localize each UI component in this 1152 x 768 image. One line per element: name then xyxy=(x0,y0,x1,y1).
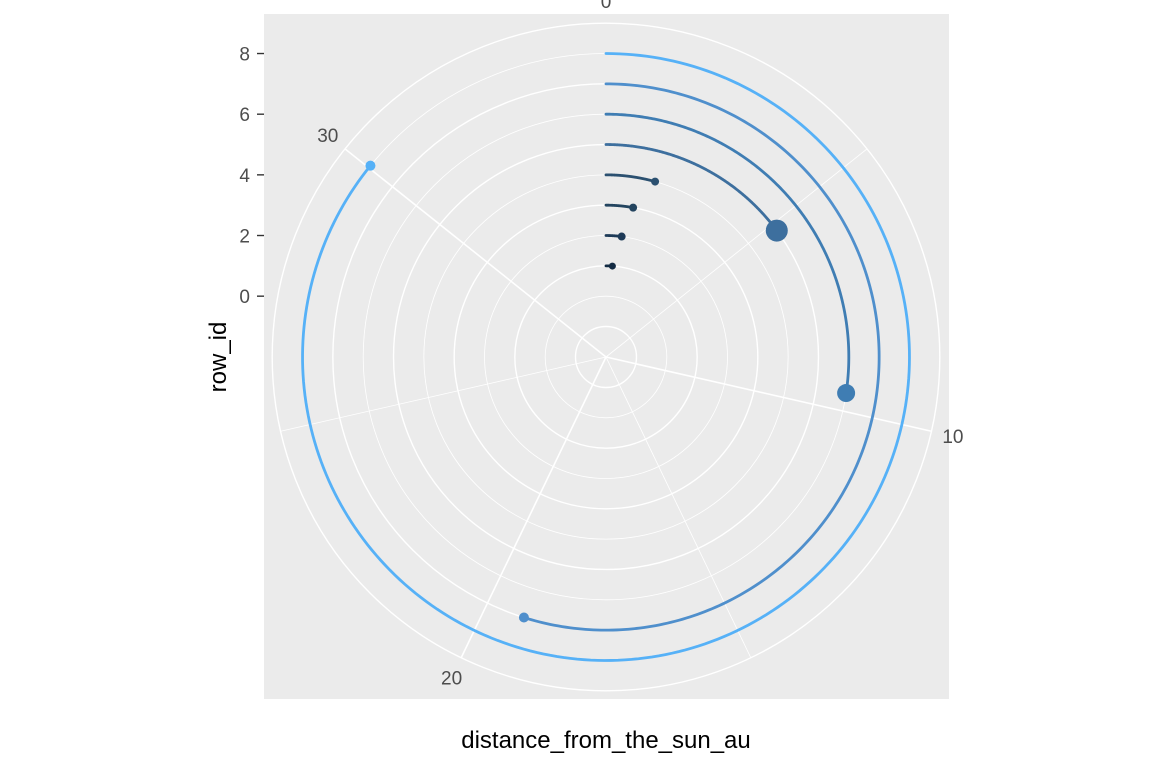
data-point-row-1 xyxy=(608,262,616,270)
r-tick-label: 6 xyxy=(239,105,250,126)
data-point-row-8 xyxy=(365,160,376,171)
series-line-row-4 xyxy=(604,173,657,183)
theta-gridline xyxy=(605,148,868,358)
series-line-row-8 xyxy=(301,52,911,662)
data-point-row-6 xyxy=(837,384,856,403)
series-line-row-5 xyxy=(604,143,779,232)
series-layer xyxy=(301,52,911,662)
series-line-row-7 xyxy=(522,82,881,632)
series-line-row-3 xyxy=(604,203,635,210)
theta-gridline xyxy=(460,356,607,659)
theta-tick-labels: 0 10 20 30 xyxy=(317,0,963,690)
y-axis-title: row_id xyxy=(205,322,232,393)
data-point-row-5 xyxy=(765,219,788,242)
series-line-row-6 xyxy=(604,112,851,395)
theta-tick-label: 20 xyxy=(441,669,462,690)
r-tick-label: 8 xyxy=(239,45,250,66)
r-tick-label: 0 xyxy=(239,287,250,308)
r-tick-label: 4 xyxy=(239,166,250,187)
r-gridline xyxy=(544,295,668,419)
r-tick-labels: 0 2 4 6 8 xyxy=(239,45,264,308)
theta-tick-label: 30 xyxy=(317,126,338,147)
data-point-row-2 xyxy=(617,232,626,241)
theta-gridline xyxy=(344,148,607,358)
theta-tick-label: 10 xyxy=(942,427,963,448)
r-gridline xyxy=(271,22,941,692)
x-axis-title: distance_from_the_sun_au xyxy=(461,727,751,754)
data-point-row-4 xyxy=(651,177,660,186)
r-gridline xyxy=(574,325,638,389)
r-tick-label: 2 xyxy=(239,227,250,248)
theta-gridline xyxy=(605,356,752,658)
theta-gridline xyxy=(605,356,932,433)
data-point-row-7 xyxy=(518,612,529,623)
theta-gridline xyxy=(280,356,607,432)
data-point-row-3 xyxy=(629,203,638,212)
theta-tick-label: 0 xyxy=(601,0,612,13)
